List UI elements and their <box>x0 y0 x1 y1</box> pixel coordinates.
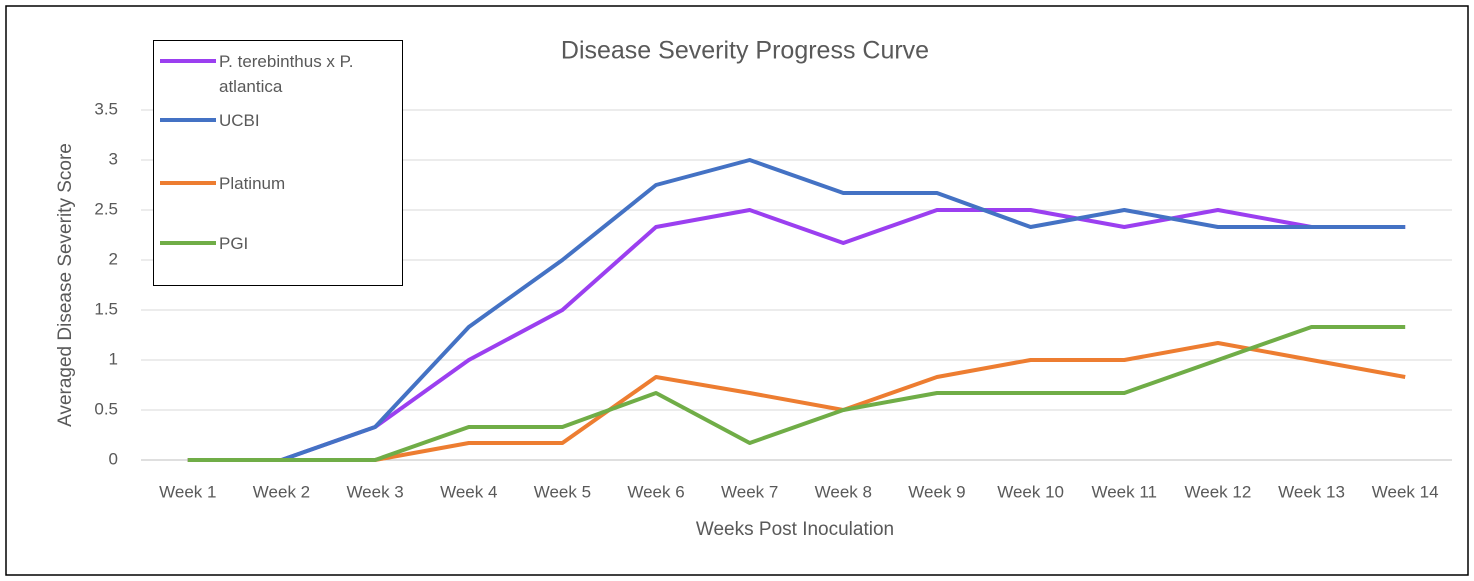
x-tick-label: Week 1 <box>159 482 216 501</box>
legend-label: P. terebinthus x P. atlantica <box>219 52 354 96</box>
legend-entry: UCBI <box>154 108 399 133</box>
series-line <box>187 341 1406 462</box>
x-tick-label: Week 8 <box>815 482 872 501</box>
x-tick-label: Week 7 <box>721 482 778 501</box>
legend-swatch <box>160 241 216 245</box>
legend: P. terebinthus x P. atlantica UCBI Platinu… <box>153 40 403 286</box>
legend-swatch <box>160 181 216 185</box>
y-axis-title: Averaged Disease Severity Score <box>55 143 76 427</box>
legend-swatch <box>160 118 216 122</box>
y-tick-label: 2 <box>109 249 118 268</box>
series-line <box>187 158 1406 462</box>
x-tick-label: Week 11 <box>1091 482 1157 501</box>
series-line <box>187 208 1406 462</box>
x-tick-label: Week 9 <box>908 482 965 501</box>
y-tick-label: 0.5 <box>94 399 118 418</box>
legend-entry: P. terebinthus x P. atlantica <box>154 49 399 99</box>
x-tick-label: Week 2 <box>253 482 310 501</box>
legend-entry: Platinum <box>154 171 399 196</box>
y-tick-label: 2.5 <box>94 199 118 218</box>
y-tick-label: 1 <box>109 349 118 368</box>
x-axis-title: Weeks Post Inoculation <box>696 519 894 540</box>
y-tick-label: 3 <box>109 149 118 168</box>
x-tick-label: Week 10 <box>997 482 1064 501</box>
legend-swatch <box>160 59 216 63</box>
chart-title: Disease Severity Progress Curve <box>561 37 929 65</box>
x-tick-label: Week 4 <box>440 482 497 501</box>
x-tick-label: Week 6 <box>627 482 684 501</box>
y-tick-label: 3.5 <box>94 99 118 118</box>
y-tick-label: 0 <box>109 449 118 468</box>
x-tick-label: Week 14 <box>1372 482 1439 501</box>
x-tick-label: Week 5 <box>534 482 591 501</box>
series-line <box>187 325 1406 462</box>
legend-label: UCBI <box>219 111 260 130</box>
legend-entry: PGI <box>154 231 399 256</box>
x-tick-label: Week 12 <box>1185 482 1252 501</box>
x-tick-label: Week 13 <box>1278 482 1345 501</box>
legend-label: Platinum <box>219 174 286 193</box>
y-tick-label: 1.5 <box>94 299 118 318</box>
x-tick-label: Week 3 <box>346 482 403 501</box>
legend-label: PGI <box>219 234 249 253</box>
